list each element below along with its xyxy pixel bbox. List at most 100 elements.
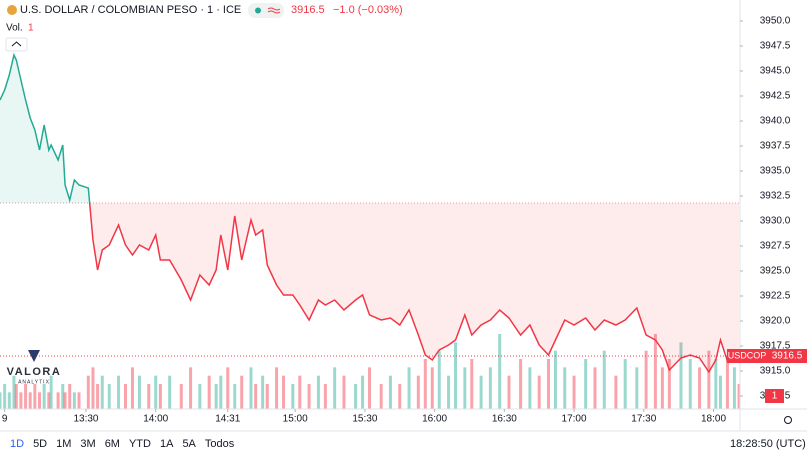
volume-bar — [86, 375, 90, 409]
line-up — [0, 52, 91, 203]
volume-bar — [361, 375, 365, 409]
range-button[interactable]: 1A — [160, 438, 174, 450]
volume-bar — [275, 367, 279, 409]
range-button[interactable]: 1D — [10, 438, 24, 450]
y-tick-label: 3927.5 — [760, 241, 791, 252]
range-button[interactable]: 1M — [56, 438, 71, 450]
volume-bar — [42, 384, 46, 409]
volume-bar — [437, 350, 441, 409]
volume-bar — [667, 359, 671, 409]
volume-bar — [316, 375, 320, 409]
volume-bar — [398, 384, 402, 409]
volume-bar — [354, 384, 358, 409]
volume-bar — [96, 384, 100, 409]
volume-bar — [698, 367, 702, 409]
y-tick-label: 3945.0 — [760, 66, 791, 77]
volume-bar — [718, 375, 722, 409]
volume-bar — [249, 367, 253, 409]
volume-bar — [623, 359, 627, 409]
volume-bar — [291, 384, 295, 409]
volume-bar — [214, 384, 218, 409]
symbol-badge-label: USDCOP — [728, 350, 767, 360]
volume-bar — [660, 367, 664, 409]
volume-bar — [498, 334, 502, 409]
range-button[interactable]: 5D — [33, 438, 47, 450]
header-change: −1.0 (−0.03%) — [333, 4, 403, 16]
volume-bar — [130, 367, 134, 409]
volume-bar — [379, 384, 383, 409]
volume-bar — [572, 375, 576, 409]
watermark: VALORA ANALYTIX — [7, 350, 62, 385]
y-tick-label: 3915.0 — [760, 366, 791, 377]
status-pill[interactable] — [248, 3, 284, 18]
volume-bar — [254, 384, 258, 409]
clock: 18:28:50 (UTC) — [730, 438, 806, 450]
volume-bar — [447, 375, 451, 409]
y-tick-label: 3935.0 — [760, 166, 791, 177]
volume-bar — [416, 375, 420, 409]
volume-bar — [282, 375, 286, 409]
x-tick-label: 9 — [2, 414, 8, 425]
price-badge-label: 3916.5 — [772, 351, 803, 362]
collapse-icon — [11, 41, 22, 47]
volume-bar — [454, 342, 458, 409]
plot — [0, 52, 741, 409]
volume-bar — [233, 384, 237, 409]
y-tick-label: 3920.0 — [760, 316, 791, 327]
volume-bar — [154, 375, 158, 409]
volume-bar — [519, 359, 523, 409]
volume-bar — [635, 367, 639, 409]
vol-value: 1 — [28, 23, 34, 34]
volume-bar — [226, 367, 230, 409]
volume-bar — [563, 367, 567, 409]
volume-badge — [765, 389, 784, 403]
x-tick-label: 15:30 — [352, 414, 377, 425]
volume-bar — [72, 392, 76, 409]
price-badge — [767, 349, 807, 363]
header: U.S. DOLLAR / COLOMBIAN PESO · 1 · ICE 3… — [5, 3, 403, 52]
y-tick-label: 3917.5 — [760, 341, 791, 352]
range-button[interactable]: Todos — [205, 438, 235, 450]
volume-bar — [47, 392, 51, 409]
volume-bar — [679, 342, 683, 409]
range-button[interactable]: YTD — [129, 438, 151, 450]
volume-bar — [198, 384, 202, 409]
settings-icon[interactable] — [784, 416, 792, 424]
x-tick-label: 18:00 — [701, 414, 726, 425]
x-tick-label: 17:30 — [631, 414, 656, 425]
range-button[interactable]: 6M — [105, 438, 120, 450]
volume-bar — [0, 392, 2, 409]
volume-bar — [147, 384, 151, 409]
volume-bar — [430, 367, 434, 409]
collapse-button[interactable] — [5, 37, 28, 52]
y-tick-label: 3950.0 — [760, 16, 791, 27]
watermark-name: VALORA — [7, 366, 62, 378]
volume-bar — [407, 367, 411, 409]
volume-bar — [56, 392, 60, 409]
volume-bar — [732, 367, 736, 409]
volume-bar — [137, 375, 141, 409]
y-tick-label: 3937.5 — [760, 141, 791, 152]
volume-bar — [368, 367, 372, 409]
volume-bar — [653, 334, 657, 409]
volume-bar — [488, 367, 492, 409]
area-down — [0, 203, 740, 372]
range-button[interactable]: 5A — [182, 438, 196, 450]
volume-bar — [707, 350, 711, 409]
range-button[interactable]: 3M — [80, 438, 95, 450]
volume-bar — [298, 375, 302, 409]
watermark-tagline: ANALYTIX — [18, 379, 50, 385]
volume-bar — [107, 384, 111, 409]
y-tick-label: 3942.5 — [760, 91, 791, 102]
volume-bar — [528, 367, 532, 409]
x-tick-label: 14:00 — [143, 414, 168, 425]
volume-bar — [7, 392, 11, 409]
volume-bar — [507, 375, 511, 409]
volume-bar — [333, 367, 337, 409]
x-tick-label: 14:31 — [215, 414, 240, 425]
x-tick-label: 16:00 — [422, 414, 447, 425]
volume-bar — [602, 350, 606, 409]
volume-bar — [189, 367, 193, 409]
status-dot — [255, 7, 261, 14]
